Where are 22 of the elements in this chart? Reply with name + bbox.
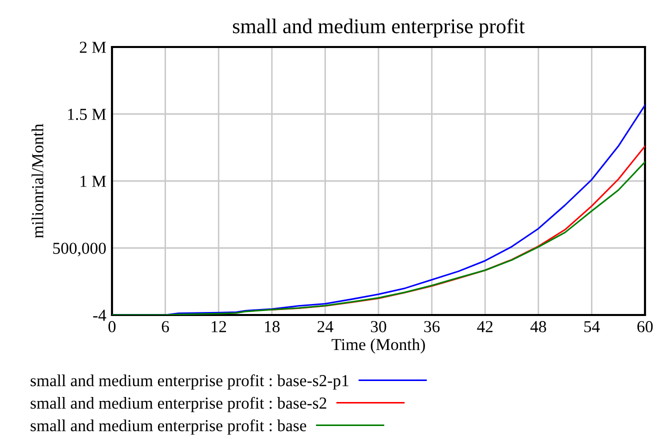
y-tick-label: 1.5 M	[68, 108, 106, 120]
x-tick-label: 0	[108, 321, 116, 332]
x-tick-label: 54	[584, 321, 600, 332]
x-tick-label: 42	[477, 321, 493, 332]
x-tick-label: 36	[424, 321, 440, 332]
y-tick-label: 1 M	[80, 176, 106, 187]
x-tick-label: 30	[370, 321, 386, 332]
legend-label: small and medium enterprise profit : base-s2-p1	[30, 374, 348, 390]
x-tick-label: 6	[162, 321, 169, 332]
x-tick-label: 24	[318, 321, 334, 332]
x-axis-title: Time (Month)	[332, 338, 425, 354]
x-tick-label: 12	[212, 321, 226, 332]
y-tick-label: -4	[93, 310, 106, 321]
x-tick-label: 60	[637, 321, 653, 332]
y-axis-title: milionrial/Month	[32, 124, 44, 238]
y-tick-label: 500,000	[53, 242, 106, 256]
chart-title: small and medium enterprise profit	[232, 18, 525, 38]
legend-label: small and medium enterprise profit : base	[30, 419, 306, 435]
x-tick-label: 48	[530, 321, 546, 332]
y-tick-label: 2 M	[80, 42, 106, 53]
legend-label: small and medium enterprise profit : base-s2	[30, 396, 326, 412]
x-tick-label: 18	[265, 321, 280, 332]
